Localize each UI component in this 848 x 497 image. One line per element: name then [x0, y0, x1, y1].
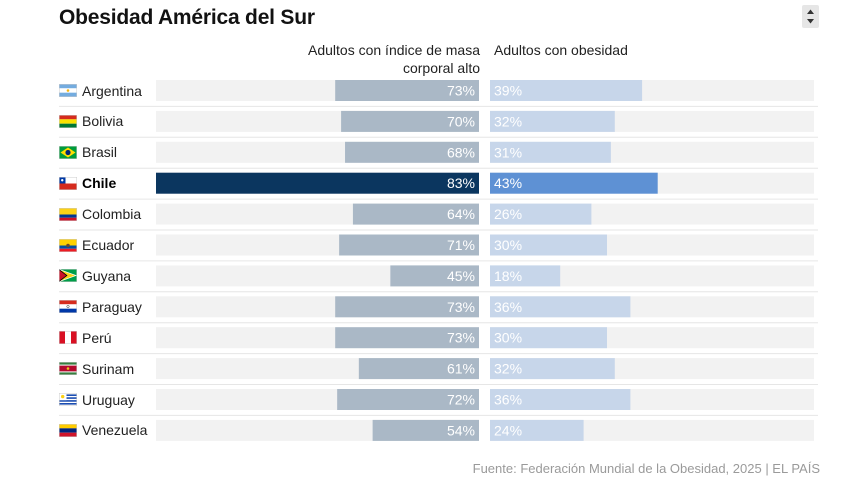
bmi-value-label: 54%	[447, 422, 475, 438]
bmi-value-label: 73%	[447, 330, 475, 346]
country-row-label: Brasil	[59, 141, 117, 163]
country-row-label: Colombia	[59, 203, 141, 225]
bmi-column-header: Adultos con índice de masa corporal alto	[308, 42, 480, 76]
country-row-label: Uruguay	[59, 389, 135, 411]
country-row-label: Bolivia	[59, 110, 123, 132]
bmi-value-label: 73%	[447, 83, 475, 99]
chile-flag-icon	[59, 176, 77, 190]
obesity-track	[490, 265, 814, 287]
obesity-bar	[490, 389, 631, 410]
obesity-value-label: 18%	[494, 268, 522, 284]
obesity-bar	[490, 234, 607, 256]
argentina-flag-icon	[59, 84, 77, 97]
country-row-label: Guyana	[59, 265, 131, 287]
country-name: Colombia	[82, 206, 142, 223]
obesity-bar	[490, 296, 631, 318]
country-row-label: Surinam	[59, 358, 134, 380]
obesity-value-label: 30%	[494, 330, 522, 346]
paraguay-flag-icon	[59, 300, 77, 314]
bmi-value-label: 70%	[447, 113, 475, 129]
bmi-bar	[335, 80, 479, 101]
ecuador-flag-icon	[59, 238, 77, 252]
obesity-column-header: Adultos con obesidad	[494, 42, 628, 58]
brazil-flag-icon	[59, 145, 77, 159]
obesity-value-label: 36%	[494, 299, 522, 315]
bmi-bar	[390, 265, 479, 287]
obesity-bar	[490, 80, 643, 101]
guyana-flag-icon	[59, 269, 77, 283]
bmi-bar	[156, 172, 479, 194]
obesity-bar	[490, 172, 658, 194]
obesity-value-label: 30%	[494, 237, 522, 253]
source-note: Fuente: Federación Mundial de la Obesida…	[472, 461, 820, 476]
bmi-value-label: 61%	[447, 361, 475, 377]
obesity-value-label: 43%	[494, 175, 522, 191]
obesity-bar	[490, 419, 584, 441]
obesity-value-label: 32%	[494, 361, 522, 377]
country-name: Uruguay	[82, 391, 135, 408]
obesity-bar	[490, 141, 611, 163]
bmi-bar	[335, 296, 479, 318]
country-row-label: Paraguay	[59, 296, 142, 318]
bmi-bar	[352, 203, 479, 225]
bmi-bar	[337, 389, 479, 410]
country-row-label: Argentina	[59, 80, 142, 102]
obesity-bar	[490, 203, 592, 225]
bmi-bar	[345, 141, 479, 163]
bmi-bar	[341, 110, 479, 132]
country-name: Ecuador	[82, 237, 135, 253]
obesity-value-label: 26%	[494, 206, 522, 222]
bmi-bar	[339, 234, 479, 256]
scroll-arrows-button[interactable]	[802, 5, 819, 28]
country-row-label: Venezuela	[59, 419, 147, 441]
up-down-arrows-icon	[807, 9, 814, 24]
country-name: Surinam	[82, 360, 135, 377]
country-name: Bolivia	[82, 113, 124, 130]
bmi-value-label: 83%	[447, 175, 475, 191]
country-name: Brasil	[82, 144, 118, 161]
bmi-value-label: 64%	[447, 206, 475, 222]
obesity-bar	[490, 327, 607, 349]
bmi-value-label: 73%	[447, 299, 475, 315]
bmi-bar	[372, 419, 479, 441]
bmi-bar	[335, 327, 479, 349]
peru-flag-icon	[59, 331, 77, 345]
bmi-value-label: 45%	[447, 268, 475, 284]
country-name: Chile	[82, 175, 117, 192]
obesity-value-label: 24%	[494, 422, 522, 438]
bolivia-flag-icon	[59, 114, 77, 128]
country-row-label: Chile	[59, 172, 116, 194]
country-name: Paraguay	[82, 298, 142, 315]
bmi-value-label: 72%	[447, 392, 475, 408]
bmi-bar	[358, 358, 479, 380]
country-name: Perú	[82, 329, 112, 346]
uruguay-flag-icon	[59, 393, 77, 406]
obesity-value-label: 39%	[494, 83, 522, 99]
colombia-flag-icon	[59, 207, 77, 221]
obesity-value-label: 31%	[494, 144, 522, 160]
country-row-label: Perú	[59, 327, 112, 349]
venezuela-flag-icon	[59, 423, 77, 437]
country-name: Venezuela	[82, 422, 148, 439]
obesity-bar	[490, 358, 615, 380]
country-name: Argentina	[82, 82, 142, 99]
obesity-value-label: 32%	[494, 113, 522, 129]
country-name: Guyana	[82, 267, 132, 284]
suriname-flag-icon	[59, 362, 77, 376]
chart-title: Obesidad América del Sur	[59, 6, 315, 29]
obesity-bar	[490, 265, 561, 287]
obesity-bar	[490, 110, 615, 132]
country-row-label: Ecuador	[59, 234, 134, 256]
obesity-value-label: 36%	[494, 392, 522, 408]
bmi-value-label: 71%	[447, 237, 475, 253]
bmi-value-label: 68%	[447, 144, 475, 160]
